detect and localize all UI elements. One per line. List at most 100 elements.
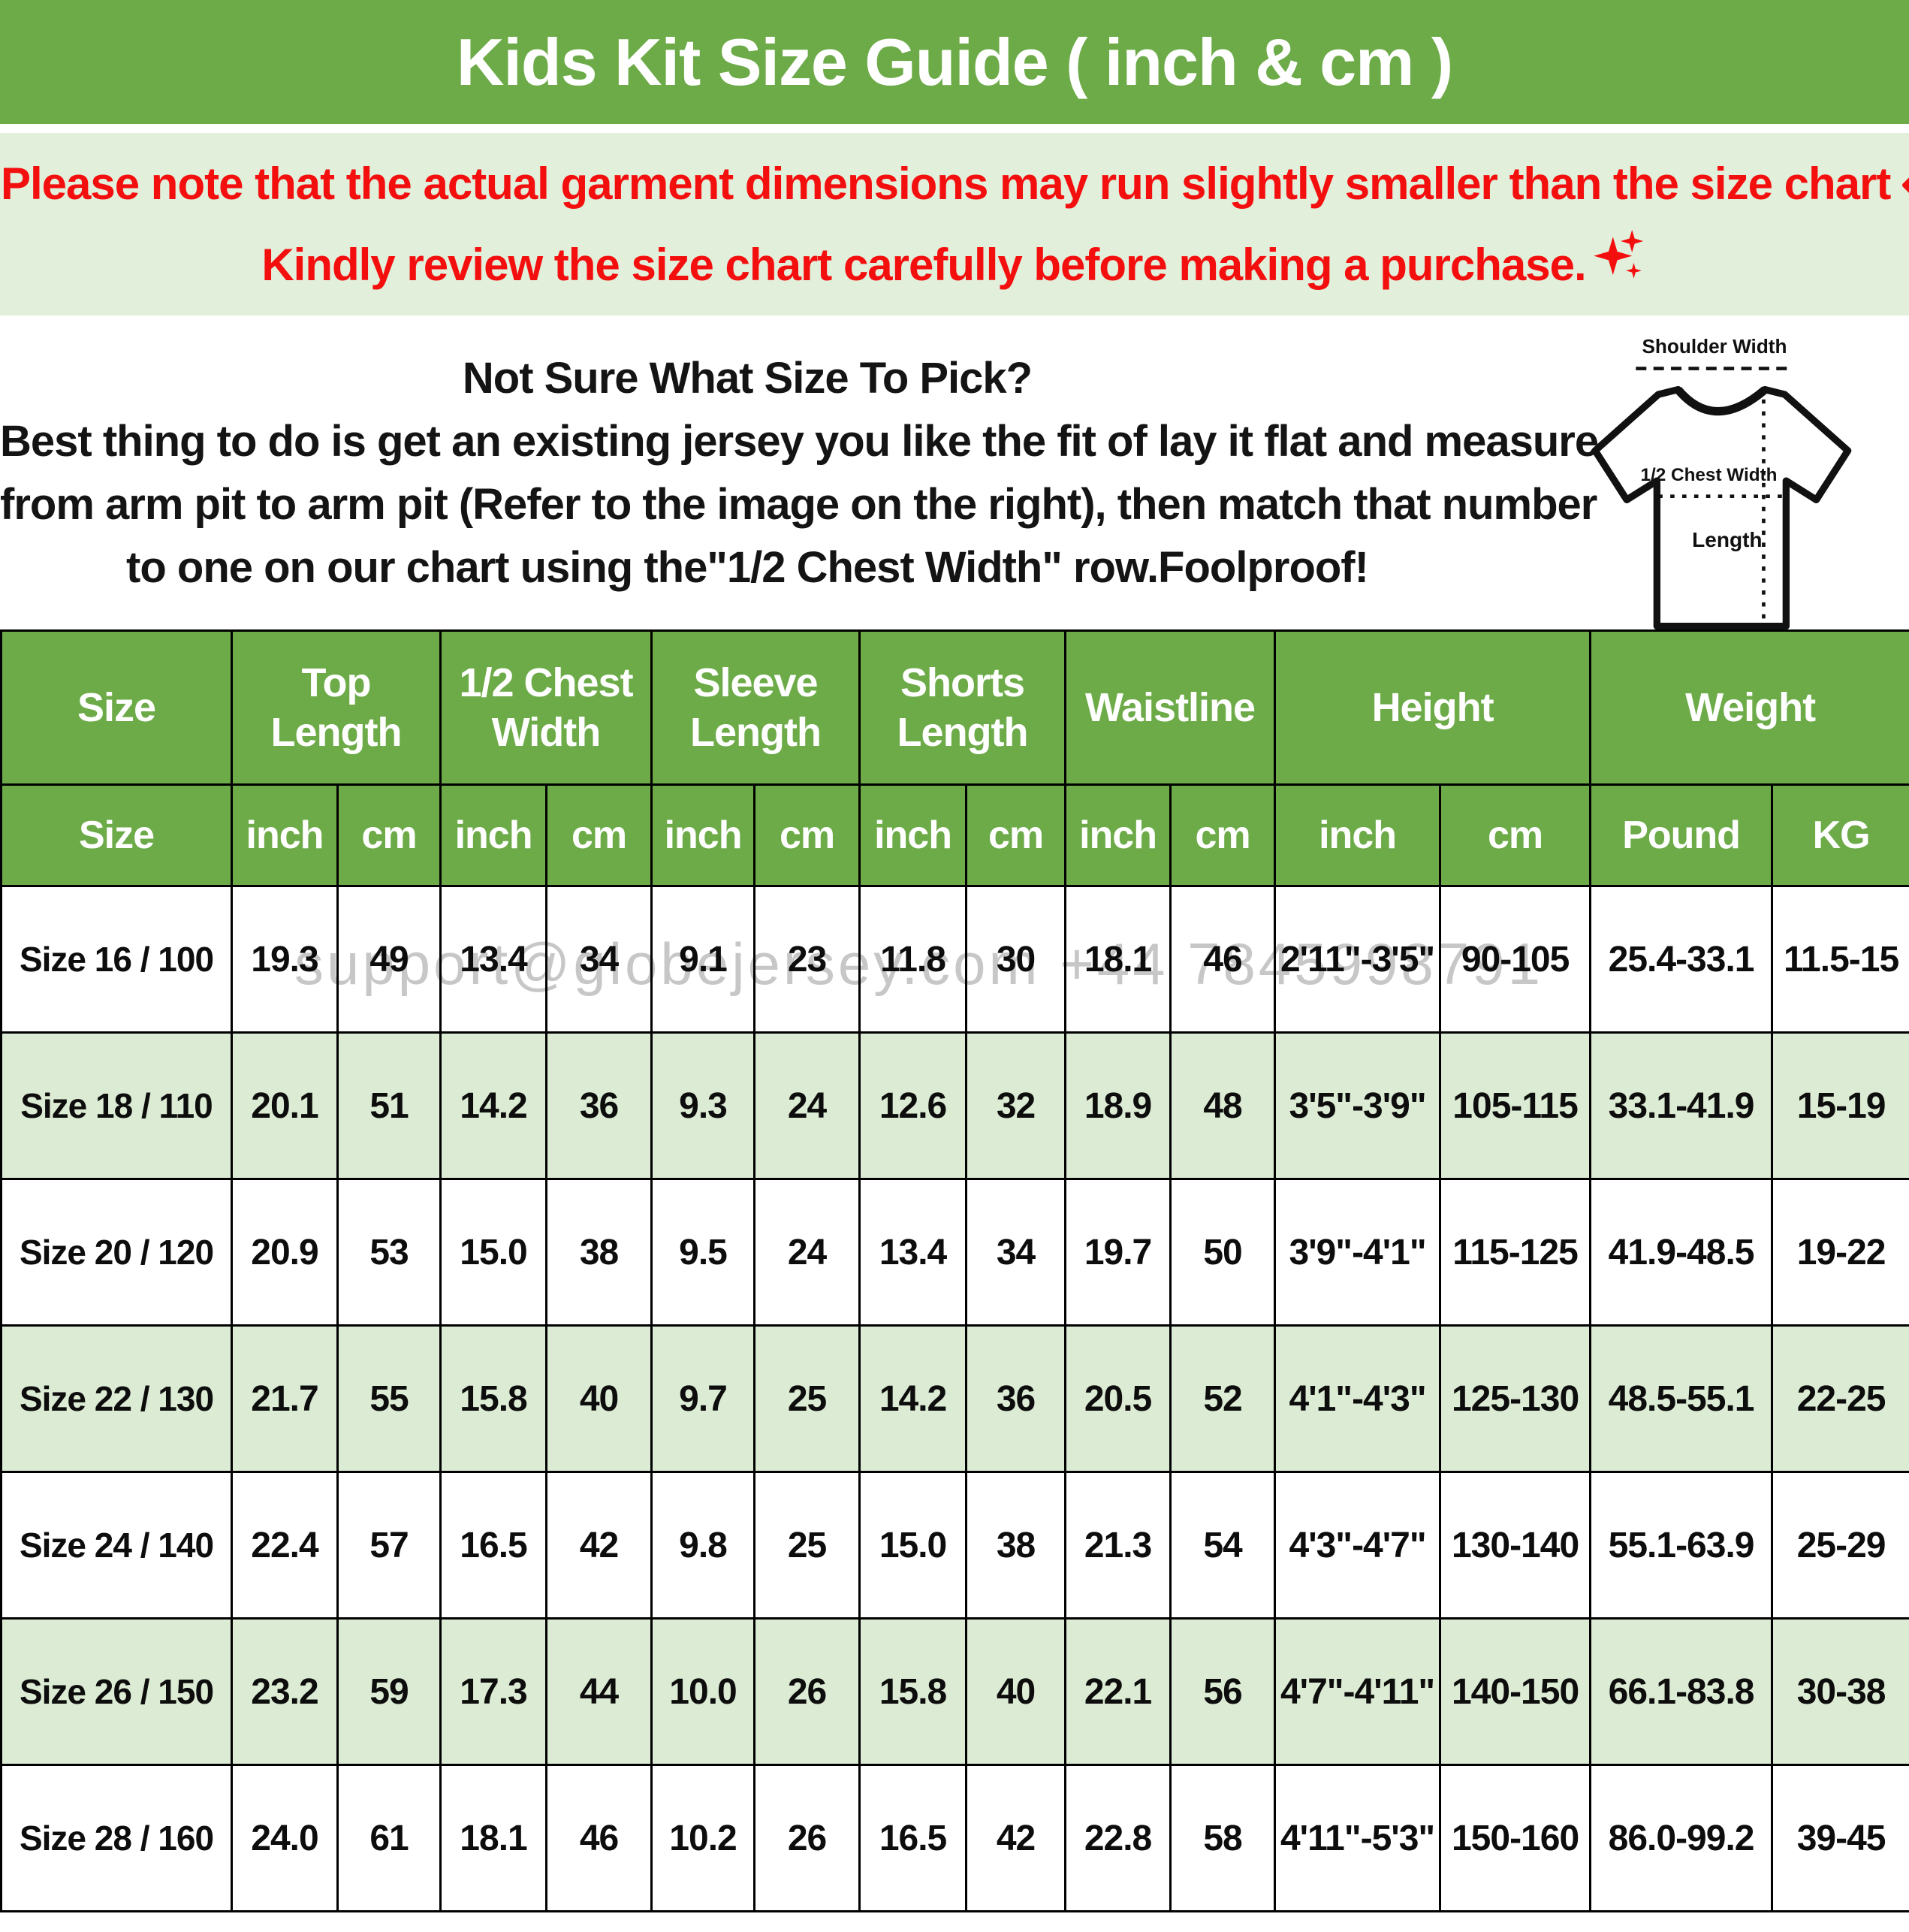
notice-strip: Please note that the actual garment dime… bbox=[0, 133, 1909, 315]
table-cell: 56 bbox=[1169, 1617, 1277, 1766]
table-row: Size 18 / 110 20.1 51 14.2 36 9.3 24 12.… bbox=[0, 1031, 1909, 1180]
table-row: Size 28 / 160 24.0 61 18.1 46 10.2 26 16… bbox=[0, 1764, 1909, 1912]
table-row: Size 22 / 130 21.7 55 15.8 40 9.7 25 14.… bbox=[0, 1324, 1909, 1473]
table-cell: 90-105 bbox=[1439, 885, 1592, 1034]
sub-header-waist-inch: inch bbox=[1064, 783, 1172, 887]
sub-header-chest-cm: cm bbox=[545, 783, 653, 887]
divider bbox=[0, 124, 1909, 133]
table-cell: 39-45 bbox=[1771, 1764, 1909, 1912]
table-cell: 15.0 bbox=[858, 1471, 968, 1620]
sub-header-weight-kg: KG bbox=[1771, 783, 1909, 887]
table-cell: 55 bbox=[336, 1324, 442, 1473]
sparkles-icon bbox=[1592, 225, 1648, 306]
table-cell: 25-29 bbox=[1771, 1471, 1909, 1620]
table-cell: 10.2 bbox=[650, 1764, 756, 1912]
table-cell: 130-140 bbox=[1439, 1471, 1592, 1620]
table-cell: 52 bbox=[1169, 1324, 1277, 1473]
table-cell: 150-160 bbox=[1439, 1764, 1592, 1912]
sub-header-sleeve-cm: cm bbox=[753, 783, 861, 887]
table-cell: 19.3 bbox=[231, 885, 339, 1034]
page-title: Kids Kit Size Guide ( inch & cm ) bbox=[456, 24, 1453, 99]
table-cell-size: Size 20 / 120 bbox=[0, 1178, 233, 1327]
table-cell: 20.5 bbox=[1064, 1324, 1172, 1473]
table-cell: 19.7 bbox=[1064, 1178, 1172, 1327]
table-cell: 105-115 bbox=[1439, 1031, 1592, 1180]
ruler-icon bbox=[1896, 143, 1909, 225]
sub-header-top-cm: cm bbox=[336, 783, 442, 887]
shirt-collar bbox=[1675, 386, 1768, 416]
sub-header-size: Size bbox=[0, 783, 233, 887]
table-cell: 25.4-33.1 bbox=[1589, 885, 1774, 1034]
group-header-weight: Weight bbox=[1589, 629, 1909, 786]
table-cell: 26 bbox=[753, 1764, 861, 1912]
table-cell: 30-38 bbox=[1771, 1617, 1909, 1766]
table-cell: 15.8 bbox=[439, 1324, 548, 1473]
table-cell: 4'3"-4'7" bbox=[1274, 1471, 1442, 1620]
table-cell: 41.9-48.5 bbox=[1589, 1178, 1774, 1327]
table-cell: 49 bbox=[336, 885, 442, 1034]
table-cell: 48 bbox=[1169, 1031, 1277, 1180]
sub-header-chest-inch: inch bbox=[439, 783, 548, 887]
size-table: Size Top Length 1/2 Chest Width Sleeve L… bbox=[0, 629, 1909, 1912]
table-cell: 66.1-83.8 bbox=[1589, 1617, 1774, 1766]
table-cell: 34 bbox=[545, 885, 653, 1034]
table-cell: 15.0 bbox=[439, 1178, 548, 1327]
table-cell: 46 bbox=[545, 1764, 653, 1912]
table-cell: 10.0 bbox=[650, 1617, 756, 1766]
table-cell: 46 bbox=[1169, 885, 1277, 1034]
size-diagram: Shoulder Width 1/2 Chest Width Length bbox=[1553, 325, 1876, 644]
shoulder-width-label: Shoulder Width bbox=[1642, 335, 1787, 358]
table-cell: 4'11"-5'3" bbox=[1274, 1764, 1442, 1912]
table-cell: 140-150 bbox=[1439, 1617, 1592, 1766]
group-header-sleeve-length: Sleeve Length bbox=[650, 629, 861, 786]
table-cell: 9.3 bbox=[650, 1031, 756, 1180]
table-cell-size: Size 16 / 100 bbox=[0, 885, 233, 1034]
table-cell: 11.5-15 bbox=[1771, 885, 1909, 1034]
table-cell-size: Size 26 / 150 bbox=[0, 1617, 233, 1766]
table-cell: 19-22 bbox=[1771, 1178, 1909, 1327]
table-cell: 3'5"-3'9" bbox=[1274, 1031, 1442, 1180]
table-cell: 42 bbox=[545, 1471, 653, 1620]
group-header-waistline: Waistline bbox=[1064, 629, 1277, 786]
table-cell: 40 bbox=[545, 1324, 653, 1473]
sub-header-shorts-inch: inch bbox=[858, 783, 968, 887]
table-cell: 40 bbox=[965, 1617, 1067, 1766]
table-cell: 18.9 bbox=[1064, 1031, 1172, 1180]
table-cell: 53 bbox=[336, 1178, 442, 1327]
table-body: Size 16 / 100 19.3 49 13.4 34 9.1 23 11.… bbox=[0, 885, 1909, 1912]
table-cell: 24.0 bbox=[231, 1764, 339, 1912]
table-cell: 32 bbox=[965, 1031, 1067, 1180]
table-cell: 86.0-99.2 bbox=[1589, 1764, 1774, 1912]
sub-header-weight-pound: Pound bbox=[1589, 783, 1774, 887]
banner: Kids Kit Size Guide ( inch & cm ) bbox=[0, 0, 1909, 124]
length-label: Length bbox=[1692, 528, 1762, 551]
info-heading: Not Sure What Size To Pick? bbox=[462, 354, 1033, 403]
table-cell: 36 bbox=[965, 1324, 1067, 1473]
sub-header-shorts-cm: cm bbox=[965, 783, 1067, 887]
table-cell: 9.7 bbox=[650, 1324, 756, 1473]
table-row: Size 24 / 140 22.4 57 16.5 42 9.8 25 15.… bbox=[0, 1471, 1909, 1620]
table-cell: 9.8 bbox=[650, 1471, 756, 1620]
table-cell: 50 bbox=[1169, 1178, 1277, 1327]
half-chest-label: 1/2 Chest Width bbox=[1641, 465, 1778, 485]
table-sub-header-row: Size inch cm inch cm inch cm inch cm inc… bbox=[0, 783, 1909, 887]
table-cell: 24 bbox=[753, 1178, 861, 1327]
table-cell: 25 bbox=[753, 1471, 861, 1620]
table-cell-size: Size 22 / 130 bbox=[0, 1324, 233, 1473]
table-cell: 33.1-41.9 bbox=[1589, 1031, 1774, 1180]
table-cell: 125-130 bbox=[1439, 1324, 1592, 1473]
table-cell: 13.4 bbox=[858, 1178, 968, 1327]
table-row: Size 26 / 150 23.2 59 17.3 44 10.0 26 15… bbox=[0, 1617, 1909, 1766]
table-cell: 38 bbox=[545, 1178, 653, 1327]
table-cell: 4'7"-4'11" bbox=[1274, 1617, 1442, 1766]
table-row: Size 20 / 120 20.9 53 15.0 38 9.5 24 13.… bbox=[0, 1178, 1909, 1327]
table-cell: 9.5 bbox=[650, 1178, 756, 1327]
table-cell: 14.2 bbox=[858, 1324, 968, 1473]
table-cell: 3'9"-4'1" bbox=[1274, 1178, 1442, 1327]
table-cell: 21.7 bbox=[231, 1324, 339, 1473]
notice-text-2: Kindly review the size chart carefully b… bbox=[261, 239, 1586, 290]
info-line-2: from arm pit to arm pit (Refer to the im… bbox=[0, 480, 1597, 529]
table-cell: 58 bbox=[1169, 1764, 1277, 1912]
table-group-header-row: Size Top Length 1/2 Chest Width Sleeve L… bbox=[0, 629, 1909, 786]
table-row: Size 16 / 100 19.3 49 13.4 34 9.1 23 11.… bbox=[0, 885, 1909, 1034]
